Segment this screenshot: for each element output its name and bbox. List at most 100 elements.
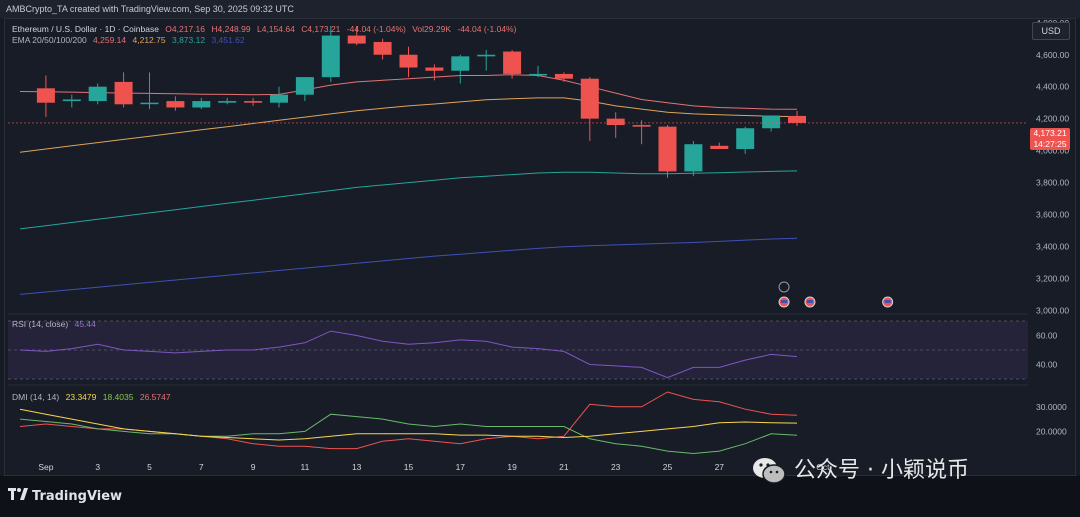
price-axis-tick: 4,600.00 (1036, 50, 1069, 60)
candle-body (36, 88, 55, 103)
x-axis-tick: 27 (715, 462, 725, 472)
candle-body (425, 67, 444, 71)
rsi-legend: RSI (14, close) 45.44 (12, 319, 100, 329)
candle-body (88, 86, 107, 102)
currency-button[interactable]: USD (1032, 22, 1070, 40)
candle-body (347, 35, 366, 44)
candle-body (62, 99, 81, 102)
candle-body (606, 118, 625, 126)
x-axis-tick: Oct (816, 462, 830, 472)
candle-body (140, 102, 159, 105)
x-axis-tick: 17 (456, 462, 466, 472)
ema200-value: 3,451.62 (211, 35, 245, 45)
ohlc-close: C4,173.21 (301, 24, 341, 34)
candle-body (244, 101, 263, 103)
x-axis-tick: Sep (38, 462, 53, 472)
candle-body (451, 56, 470, 71)
attribution-bar: AMBCrypto_TA created with TradingView.co… (0, 0, 1080, 18)
ema50-value: 4,212.75 (132, 35, 166, 45)
ema100-line (19, 170, 798, 230)
adx-line (19, 408, 798, 441)
rsi-axis-tick: 60.00 (1036, 331, 1058, 341)
x-axis-tick: 25 (663, 462, 673, 472)
x-axis-tick: 23 (611, 462, 621, 472)
alert-icon (778, 281, 790, 293)
candle-body (321, 35, 340, 78)
volume-change: -44.04 (-1.04%) (457, 24, 517, 34)
symbol-legend: Ethereum / U.S. Dollar · 1D · Coinbase O… (12, 24, 520, 34)
price-axis-tick: 4,200.00 (1036, 114, 1069, 124)
candle-body (684, 144, 703, 172)
ema20-value: 4,259.14 (93, 35, 127, 45)
candle-body (658, 126, 677, 172)
candle-body (736, 128, 755, 150)
rsi-value: 45.44 (74, 319, 96, 329)
symbol-title: Ethereum / U.S. Dollar · 1D · Coinbase (12, 24, 159, 34)
rsi-line (19, 330, 798, 379)
candle-body (788, 115, 806, 123)
tradingview-mark-icon (8, 488, 28, 504)
price-axis-tick: 4,000.00 (1036, 146, 1069, 156)
bar-countdown: 14:27:25 (1033, 139, 1067, 149)
ohlc-high: H4,248.99 (211, 24, 251, 34)
candle-body (762, 115, 781, 129)
price-axis-tick: 3,400.00 (1036, 241, 1069, 251)
ema200-line (19, 237, 798, 295)
attribution-text: AMBCrypto_TA created with TradingView.co… (6, 4, 294, 14)
tradingview-wordmark: TradingView (32, 489, 123, 504)
dmi-minus-value: 26.5747 (139, 392, 171, 402)
candle-body (373, 41, 392, 55)
economic-event-flag-icon (884, 300, 891, 303)
dmi-legend: DMI (14, 14) 23.3479 18.4035 26.5747 (12, 392, 175, 402)
dmi-plus-value: 18.4035 (102, 392, 134, 402)
dmi-axis-tick: 20.0000 (1036, 426, 1067, 436)
economic-event-flag-icon (806, 300, 813, 303)
x-axis-tick: 9 (251, 462, 256, 472)
ema100-value: 3,873.12 (171, 35, 206, 45)
x-axis-tick: 15 (404, 462, 414, 472)
x-axis-tick: 7 (199, 462, 204, 472)
ohlc-open: O4,217.16 (165, 24, 205, 34)
last-price-tag: 4,173.21 14:27:25 (1030, 128, 1070, 150)
candle-body (710, 145, 729, 150)
x-axis-tick: 3 (95, 462, 100, 472)
dmi-axis-tick: 30.0000 (1036, 402, 1067, 412)
ema-legend: EMA 20/50/100/200 4,259.14 4,212.75 3,87… (12, 35, 249, 45)
wechat-watermark: 公众号 · 小颖说币 (752, 452, 969, 486)
price-axis-tick: 3,800.00 (1036, 178, 1069, 188)
candle-body (192, 101, 211, 108)
candle-body (295, 77, 314, 95)
candle-body (270, 94, 288, 103)
x-axis-tick: 19 (507, 462, 517, 472)
dmi-label: DMI (14, 14) (12, 392, 60, 402)
candle-body (632, 125, 651, 127)
economic-event-flag-icon (781, 300, 788, 303)
rsi-axis-tick: 40.00 (1036, 360, 1058, 370)
candle-body (477, 54, 496, 57)
candle-body (529, 73, 547, 76)
candle-body (554, 73, 573, 79)
wechat-icon (752, 456, 786, 486)
footer-bar (0, 476, 1080, 517)
price-axis-tick: 3,000.00 (1036, 305, 1069, 315)
candle-body (399, 54, 418, 68)
last-price-value: 4,173.21 (1033, 128, 1067, 138)
rsi-label: RSI (14, close) (12, 319, 69, 329)
price-axis-tick: 3,200.00 (1036, 273, 1069, 283)
watermark-text: 公众号 · 小颖说币 (794, 458, 969, 483)
candle-body (503, 51, 522, 74)
price-axis-tick: 3,600.00 (1036, 210, 1069, 220)
x-axis-tick: 13 (352, 462, 362, 472)
tradingview-logo[interactable]: TradingView (8, 488, 122, 504)
dmi-plus-line (19, 413, 798, 455)
price-axis-tick: 4,400.00 (1036, 82, 1069, 92)
volume-value: Vol29.29K (412, 24, 451, 34)
ema50-line (19, 97, 798, 153)
dmi-adx-value: 23.3479 (65, 392, 97, 402)
ema-label: EMA 20/50/100/200 (12, 35, 87, 45)
x-axis-tick: 21 (559, 462, 569, 472)
candle-body (580, 78, 599, 119)
ohlc-change: -44.04 (-1.04%) (346, 24, 406, 34)
ema20-line (19, 74, 798, 110)
